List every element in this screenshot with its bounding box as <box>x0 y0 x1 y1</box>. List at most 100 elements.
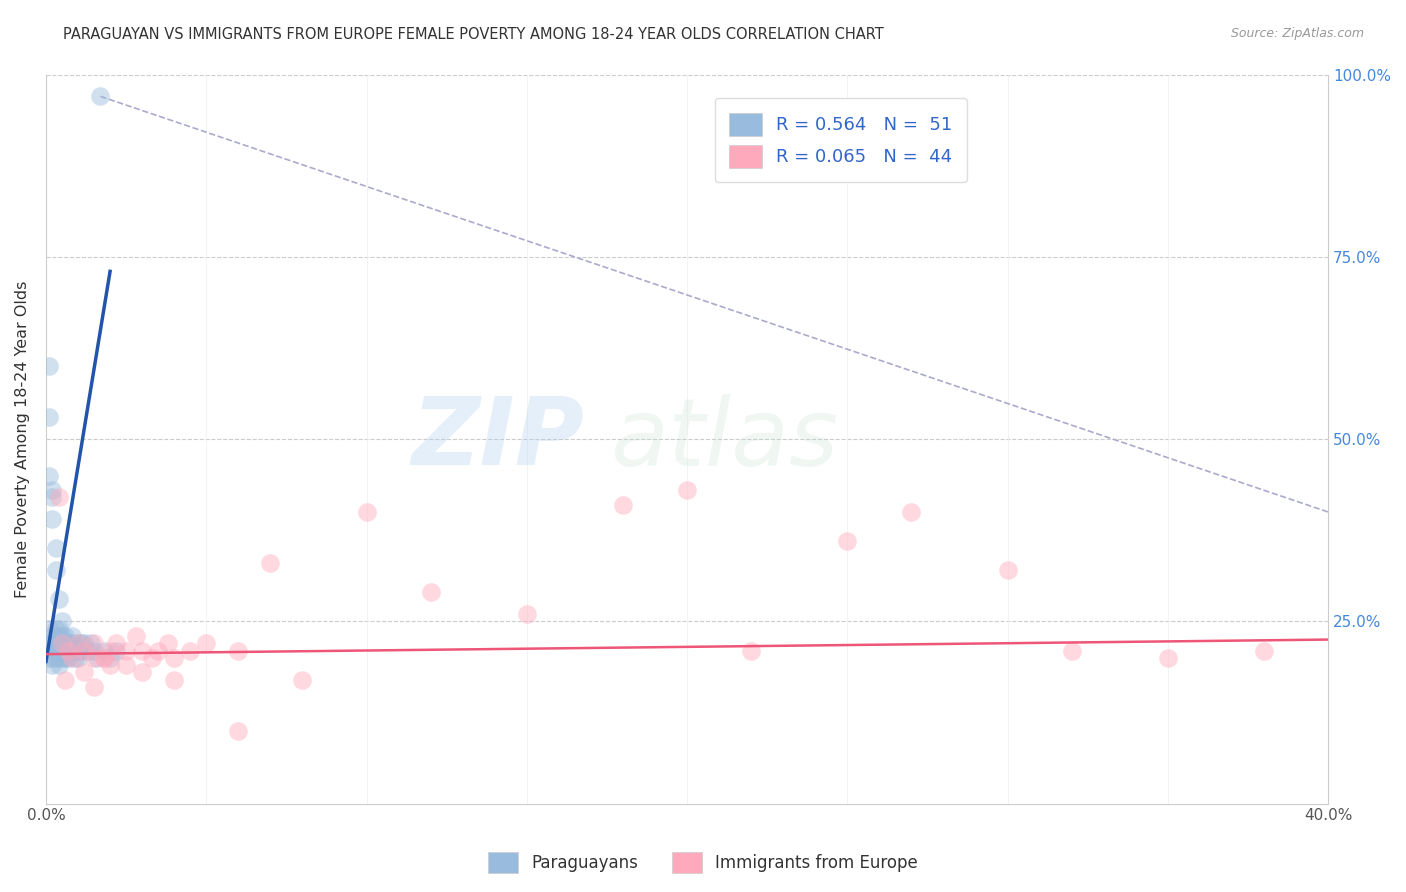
Point <box>98 658 121 673</box>
Point <box>66 643 89 657</box>
Point <box>900 505 922 519</box>
Point <box>38 650 60 665</box>
Point <box>41 483 63 497</box>
Point <box>48 491 70 505</box>
Point <box>45 636 67 650</box>
Point <box>73 665 96 680</box>
Point <box>51 643 73 657</box>
Text: Source: ZipAtlas.com: Source: ZipAtlas.com <box>1230 27 1364 40</box>
Point <box>58 643 80 657</box>
Point <box>141 650 163 665</box>
Point <box>163 650 186 665</box>
Point <box>419 585 441 599</box>
Point <box>291 673 314 687</box>
Point <box>58 650 80 665</box>
Point <box>53 643 76 657</box>
Point <box>63 643 86 657</box>
Point <box>45 643 67 657</box>
Point <box>98 643 121 657</box>
Point <box>48 629 70 643</box>
Point <box>41 491 63 505</box>
Point <box>83 650 105 665</box>
Point <box>60 636 83 650</box>
Point <box>41 643 63 657</box>
Point <box>51 636 73 650</box>
Point <box>45 563 67 577</box>
Point <box>41 512 63 526</box>
Legend: Paraguayans, Immigrants from Europe: Paraguayans, Immigrants from Europe <box>481 846 925 880</box>
Point <box>105 643 128 657</box>
Point <box>51 636 73 650</box>
Point <box>73 636 96 650</box>
Point <box>45 629 67 643</box>
Point <box>48 622 70 636</box>
Text: PARAGUAYAN VS IMMIGRANTS FROM EUROPE FEMALE POVERTY AMONG 18-24 YEAR OLDS CORREL: PARAGUAYAN VS IMMIGRANTS FROM EUROPE FEM… <box>63 27 884 42</box>
Point <box>125 629 148 643</box>
Point <box>60 643 83 657</box>
Point <box>356 505 378 519</box>
Point <box>53 636 76 650</box>
Point <box>146 643 169 657</box>
Point <box>41 650 63 665</box>
Point <box>41 629 63 643</box>
Point <box>51 615 73 629</box>
Point <box>115 658 138 673</box>
Point <box>156 636 179 650</box>
Point <box>58 643 80 657</box>
Point <box>89 89 111 103</box>
Point <box>48 650 70 665</box>
Point <box>48 643 70 657</box>
Point <box>195 636 218 650</box>
Point <box>73 643 96 657</box>
Point <box>93 650 115 665</box>
Point <box>131 643 153 657</box>
Point <box>83 636 105 650</box>
Point <box>45 541 67 556</box>
Point <box>38 643 60 657</box>
Point <box>179 643 201 657</box>
Point <box>1060 643 1083 657</box>
Point <box>63 650 86 665</box>
Y-axis label: Female Poverty Among 18-24 Year Olds: Female Poverty Among 18-24 Year Olds <box>15 280 30 598</box>
Point <box>60 650 83 665</box>
Point <box>53 629 76 643</box>
Point <box>226 643 249 657</box>
Point <box>259 556 281 570</box>
Point <box>226 723 249 738</box>
Point <box>76 643 98 657</box>
Point <box>48 636 70 650</box>
Point <box>83 643 105 657</box>
Point <box>60 629 83 643</box>
Point <box>38 636 60 650</box>
Point <box>1253 643 1275 657</box>
Point <box>131 665 153 680</box>
Point <box>80 636 103 650</box>
Point <box>38 468 60 483</box>
Point <box>53 650 76 665</box>
Text: ZIP: ZIP <box>412 393 585 485</box>
Point <box>41 636 63 650</box>
Point <box>612 498 634 512</box>
Point <box>86 650 108 665</box>
Point <box>53 673 76 687</box>
Point <box>93 643 115 657</box>
Point <box>38 359 60 373</box>
Point <box>51 650 73 665</box>
Point <box>48 592 70 607</box>
Point <box>837 534 859 549</box>
Point <box>41 658 63 673</box>
Point <box>45 622 67 636</box>
Point <box>45 643 67 657</box>
Point <box>740 643 762 657</box>
Point <box>45 650 67 665</box>
Point <box>48 658 70 673</box>
Point <box>676 483 699 497</box>
Point <box>83 680 105 694</box>
Point <box>163 673 186 687</box>
Point <box>66 650 89 665</box>
Point <box>66 636 89 650</box>
Point <box>70 636 93 650</box>
Point <box>105 636 128 650</box>
Point <box>1157 650 1180 665</box>
Point <box>70 643 93 657</box>
